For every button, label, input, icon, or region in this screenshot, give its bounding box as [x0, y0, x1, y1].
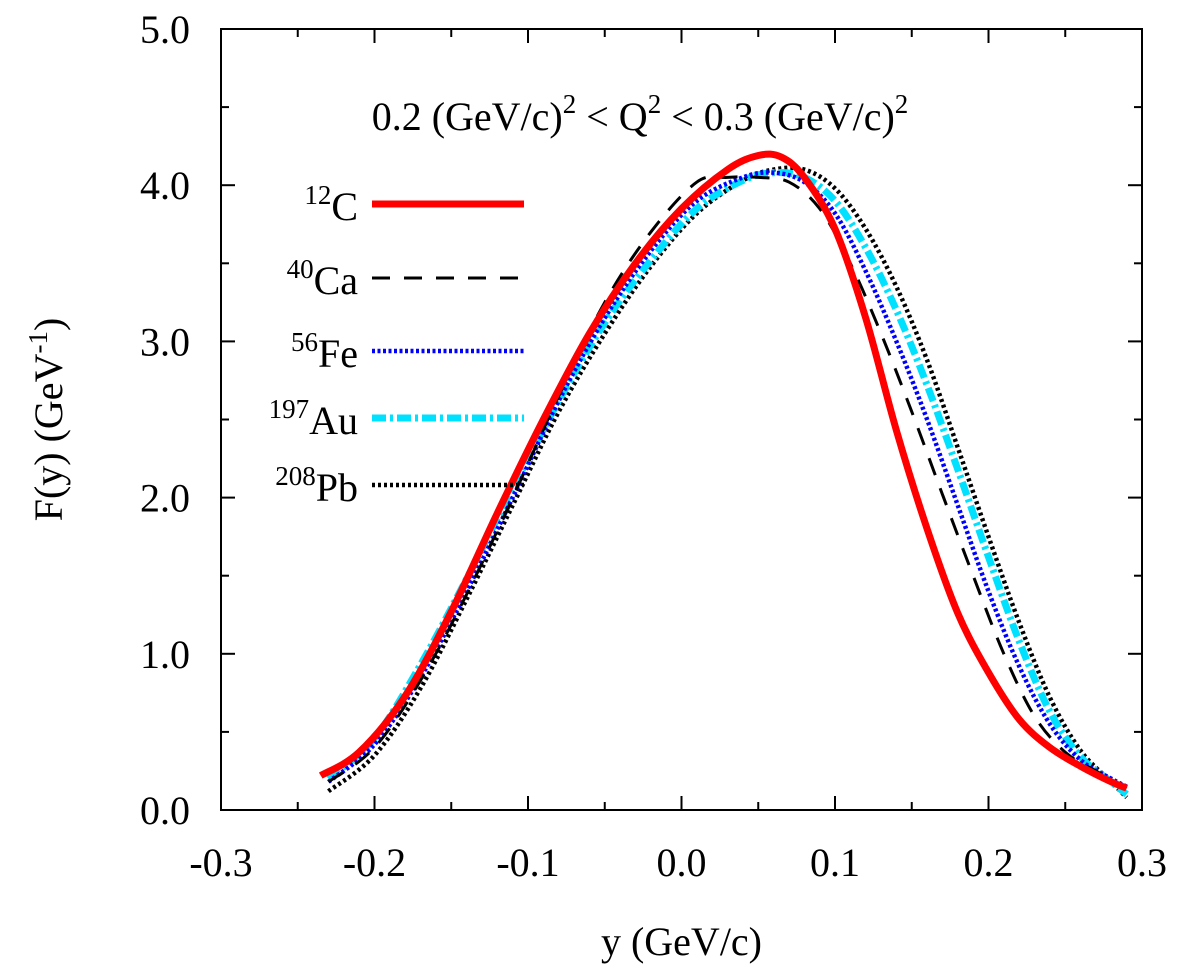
- annotation-text: < 0.3 (GeV/c): [661, 94, 895, 139]
- y-tick-label: 2.0: [140, 476, 190, 521]
- y-tick-label: 5.0: [140, 7, 190, 52]
- legend-label-sup: 12: [304, 180, 331, 210]
- y-tick-label: 3.0: [140, 319, 190, 364]
- legend: 12C 40Ca 56Fe 197Au 208Pb: [269, 180, 524, 510]
- y-axis-title-sup: -1: [23, 331, 53, 354]
- legend-label-base: Ca: [314, 258, 359, 303]
- series-line-12C: [318, 150, 1128, 792]
- x-axis-title: y (GeV/c): [601, 919, 762, 964]
- legend-label-12C: 12C: [304, 180, 358, 229]
- legend-label-sup: 197: [269, 394, 310, 424]
- legend-label-sup: 208: [275, 461, 316, 491]
- q2-range-annotation: 0.2 (GeV/c)2 < Q2 < 0.3 (GeV/c)2: [372, 89, 909, 139]
- annotation-sup: 2: [648, 89, 662, 119]
- legend-label-40Ca: 40Ca: [287, 254, 359, 303]
- x-tick-label: 0.1: [810, 840, 860, 885]
- x-tick-label: 0.0: [657, 840, 707, 885]
- y-tick-label: 4.0: [140, 163, 190, 208]
- annotation-sup: 2: [895, 89, 909, 119]
- legend-label-sup: 40: [287, 254, 314, 284]
- legend-label-base: Au: [309, 398, 358, 443]
- legend-label-sup: 56: [291, 327, 318, 357]
- series-layer: [318, 150, 1129, 800]
- legend-label-base: C: [331, 184, 358, 229]
- y-tick-label: 0.0: [140, 788, 190, 833]
- y-axis-title-main: F(y) (GeV: [26, 353, 71, 521]
- annotation-sup: 2: [563, 89, 577, 119]
- y-axis-title: F(y) (GeV-1): [23, 318, 71, 522]
- y-tick-label: 1.0: [140, 632, 190, 677]
- series-line-40Ca: [327, 175, 1128, 790]
- x-tick-label: 0.2: [964, 840, 1014, 885]
- x-tick-label: 0.3: [1117, 840, 1167, 885]
- x-tick-label: -0.1: [496, 840, 559, 885]
- legend-label-208Pb: 208Pb: [275, 461, 358, 510]
- series-line-56Fe: [327, 170, 1128, 789]
- annotation-text: < Q: [576, 94, 648, 139]
- legend-label-base: Pb: [316, 465, 358, 510]
- series-line-197Au: [326, 169, 1129, 798]
- x-tick-label: -0.2: [343, 840, 406, 885]
- legend-label-56Fe: 56Fe: [291, 327, 358, 376]
- x-tick-label: -0.3: [189, 840, 252, 885]
- annotation-text: 0.2 (GeV/c): [372, 94, 563, 139]
- legend-label-197Au: 197Au: [269, 394, 358, 443]
- y-axis-title-end: ): [26, 318, 71, 331]
- legend-label-base: Fe: [318, 331, 358, 376]
- ticks-layer: -0.3 -0.2 -0.1 0.0 0.1 0.2 0.3 0.0 1.0 2.0 3.0 4.0 5…: [140, 7, 1167, 885]
